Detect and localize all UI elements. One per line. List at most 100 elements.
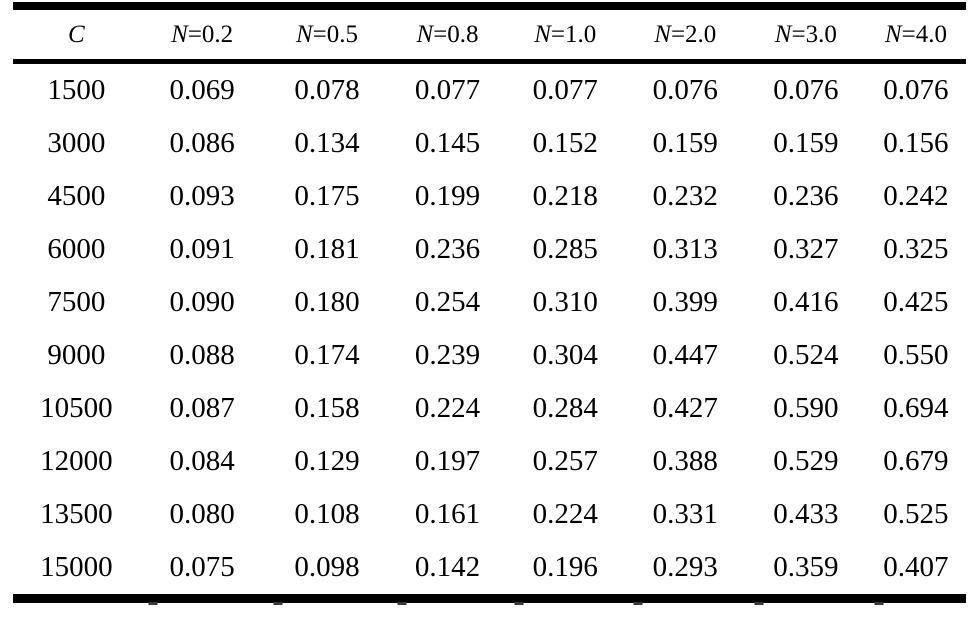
- data-cell: 0.327: [773, 233, 839, 265]
- data-cell: 0.196: [532, 551, 598, 583]
- data-cell: 0.388: [652, 445, 718, 477]
- data-cell: 0.084: [169, 445, 235, 477]
- table-row: 6000 0.091 0.181 0.236 0.285 0.313 0.327 0.325: [13, 223, 966, 276]
- row-header-cell: 15000: [40, 551, 113, 583]
- data-cell: 0.232: [652, 180, 718, 212]
- data-cell: 0.284: [532, 392, 598, 424]
- data-cell: 0.145: [414, 127, 481, 159]
- data-cell: 0.524: [773, 339, 839, 371]
- data-cell: 0.529: [773, 445, 839, 477]
- data-cell: 0.399: [652, 286, 718, 318]
- table-row: 7500 0.090 0.180 0.254 0.310 0.399 0.416 0.425: [13, 276, 966, 329]
- data-cell: 0.075: [169, 551, 235, 583]
- row-header-cell: 12000: [40, 445, 113, 477]
- header-cell: N=0.8: [389, 6, 506, 64]
- data-cell: 0.407: [883, 551, 949, 583]
- data-cell: 0.679: [883, 445, 949, 477]
- data-cell: 0.325: [883, 233, 949, 265]
- row-header-cell: 6000: [47, 233, 106, 265]
- data-cell: 0.152: [532, 127, 598, 159]
- data-cell: 0.447: [652, 339, 718, 371]
- data-cell: 0.156: [883, 127, 949, 159]
- data-cell: 0.427: [652, 392, 718, 424]
- header-cell: N=1.0: [505, 6, 625, 64]
- data-cell: 0.197: [414, 445, 481, 477]
- data-cell: 0.304: [532, 339, 598, 371]
- data-cell: 0.180: [294, 286, 360, 318]
- data-cell: 0.257: [532, 445, 598, 477]
- table-row: 9000 0.088 0.174 0.239 0.304 0.447 0.524 0.550: [13, 329, 966, 382]
- data-cell: 0.175: [294, 180, 360, 212]
- data-cell: 0.077: [532, 74, 598, 106]
- header-cell: C: [13, 6, 140, 64]
- data-cell: 0.076: [883, 74, 949, 106]
- header-cell: N=2.0: [624, 6, 746, 64]
- data-cell: 0.078: [294, 74, 360, 106]
- data-cell: 0.087: [169, 392, 235, 424]
- data-cell: 0.590: [773, 392, 839, 424]
- data-cell: 0.550: [883, 339, 949, 371]
- data-cell: 0.199: [414, 180, 481, 212]
- data-cell: 0.425: [883, 286, 949, 318]
- data-cell: 0.134: [294, 127, 360, 159]
- header-row: C N=0.2 N=0.5 N=0.8 N=1.0 N=2.0 N=3.0 N=4.0: [13, 6, 966, 64]
- data-cell: 0.181: [294, 233, 360, 265]
- data-cell: 0.161: [414, 498, 481, 530]
- data-cell: 0.236: [773, 180, 839, 212]
- data-cell: 0.310: [532, 286, 598, 318]
- row-header-cell: 7500: [47, 286, 106, 318]
- row-header-cell: 1500: [47, 74, 106, 106]
- data-cell: 0.159: [773, 127, 839, 159]
- table-row: 3000 0.086 0.134 0.145 0.152 0.159 0.159 0.156: [13, 117, 966, 170]
- data-cell: 0.285: [532, 233, 598, 265]
- data-cell: 0.076: [773, 74, 839, 106]
- data-cell: 0.077: [414, 74, 481, 106]
- data-cell: 0.525: [883, 498, 949, 530]
- data-cell: 0.694: [883, 392, 949, 424]
- header-cell: N=4.0: [865, 6, 966, 64]
- data-cell: 0.088: [169, 339, 235, 371]
- data-cell: 0.313: [652, 233, 718, 265]
- data-cell: 0.080: [169, 498, 235, 530]
- row-header-cell: 13500: [40, 498, 113, 530]
- table-row: 4500 0.093 0.175 0.199 0.218 0.232 0.236 0.242: [13, 170, 966, 223]
- data-cell: 0.142: [414, 551, 481, 583]
- data-cell: 0.158: [294, 392, 360, 424]
- data-cell: 0.090: [169, 286, 235, 318]
- data-cell: 0.129: [294, 445, 360, 477]
- data-cell: 0.254: [414, 286, 481, 318]
- data-cell: 0.242: [883, 180, 949, 212]
- data-cell: 0.224: [414, 392, 481, 424]
- row-header-cell: 10500: [40, 392, 113, 424]
- data-table-wrap: C N=0.2 N=0.5 N=0.8 N=1.0 N=2.0 N=3.0 N=4.0 150…: [13, 2, 966, 605]
- data-cell: 0.293: [652, 551, 718, 583]
- data-cell: 0.108: [294, 498, 360, 530]
- row-header-cell: 9000: [47, 339, 106, 371]
- data-cell: 0.086: [169, 127, 235, 159]
- data-cell: 0.239: [414, 339, 481, 371]
- data-cell: 0.218: [532, 180, 598, 212]
- data-cell: 0.416: [773, 286, 839, 318]
- data-cell: 0.433: [773, 498, 839, 530]
- header-cell: N=3.0: [745, 6, 866, 64]
- data-cell: 0.174: [294, 339, 360, 371]
- data-cell: 0.076: [652, 74, 718, 106]
- table-row: 1500 0.069 0.078 0.077 0.077 0.076 0.076 0.076: [13, 62, 966, 118]
- data-cell: 0.093: [169, 180, 235, 212]
- data-cell: 0.236: [414, 233, 481, 265]
- row-header-cell: 3000: [47, 127, 106, 159]
- data-table: C N=0.2 N=0.5 N=0.8 N=1.0 N=2.0 N=3.0 N=4.0 150…: [13, 2, 966, 603]
- data-cell: 0.069: [169, 74, 235, 106]
- table-row: 13500 0.080 0.108 0.161 0.224 0.331 0.433 0.525: [13, 488, 966, 541]
- data-cell: 0.091: [169, 233, 235, 265]
- data-cell: 0.159: [652, 127, 718, 159]
- header-cell: N=0.2: [139, 6, 265, 64]
- data-cell: 0.098: [294, 551, 360, 583]
- table-row: 15000 0.075 0.098 0.142 0.196 0.293 0.359 0.407: [13, 541, 966, 599]
- header-cell: N=0.5: [264, 6, 390, 64]
- data-cell: 0.331: [652, 498, 718, 530]
- table-row: 12000 0.084 0.129 0.197 0.257 0.388 0.529 0.679: [13, 435, 966, 488]
- table-row: 10500 0.087 0.158 0.224 0.284 0.427 0.590 0.694: [13, 382, 966, 435]
- table-body: 1500 0.069 0.078 0.077 0.077 0.076 0.076 0.076 3…: [13, 62, 966, 599]
